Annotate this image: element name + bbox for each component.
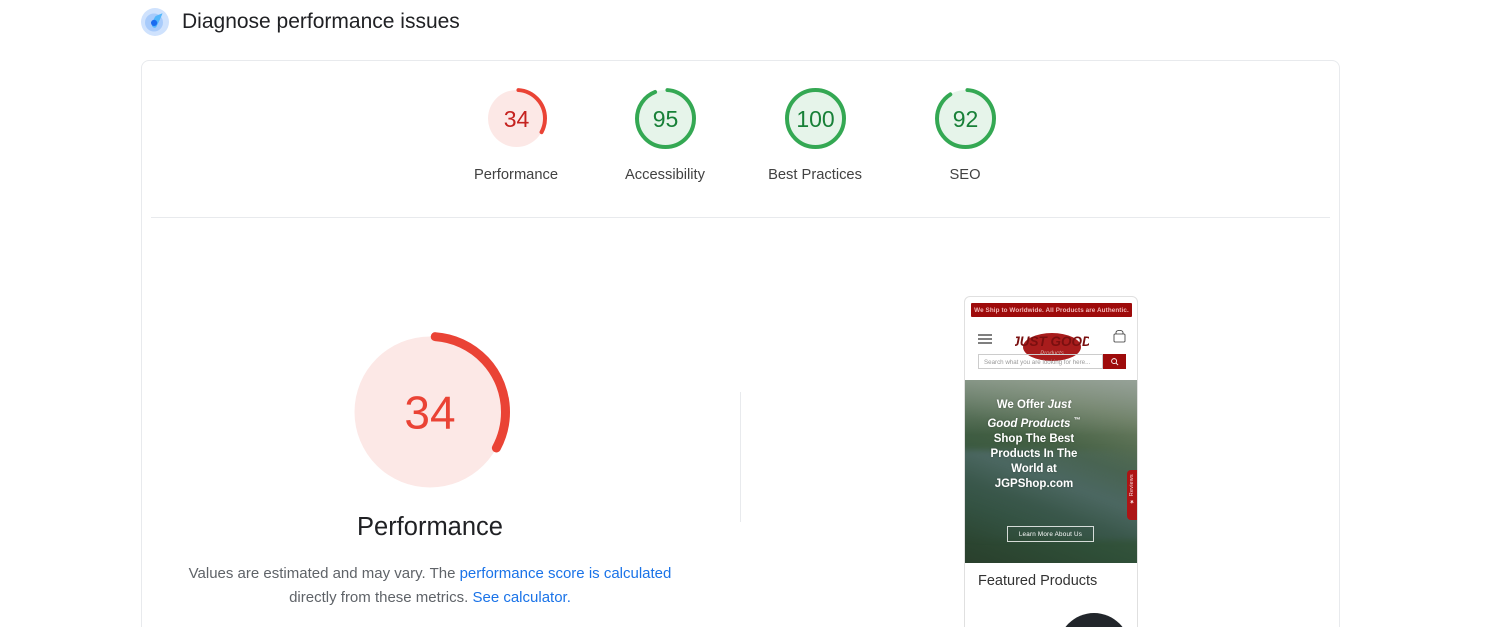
svg-text:95: 95 <box>652 106 678 132</box>
svg-text:100: 100 <box>796 106 834 132</box>
svg-text:34: 34 <box>404 387 455 439</box>
svg-text:34: 34 <box>503 106 529 132</box>
svg-text:JUST GOOD: JUST GOOD <box>1015 334 1089 349</box>
svg-text:92: 92 <box>952 106 978 132</box>
